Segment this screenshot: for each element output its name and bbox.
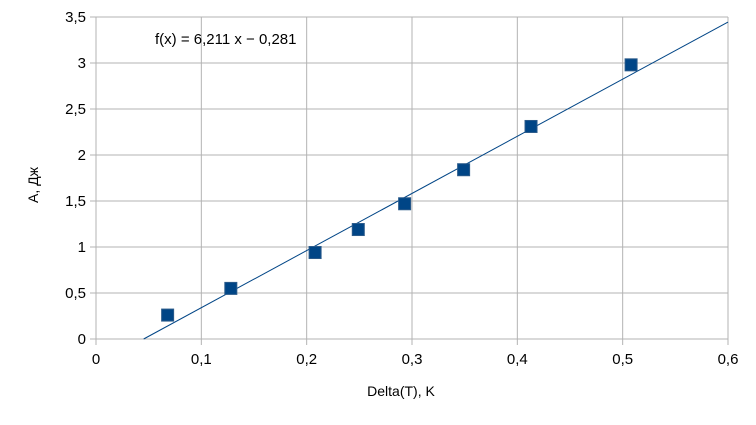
y-tick-label: 2,5 xyxy=(65,101,86,118)
data-point xyxy=(161,308,175,322)
y-tick-label: 0 xyxy=(78,331,86,348)
trendline xyxy=(143,21,729,340)
grid-lines xyxy=(90,16,729,345)
x-tick-label: 0,6 xyxy=(718,351,739,368)
x-tick-label: 0,3 xyxy=(402,351,423,368)
data-point xyxy=(524,119,538,133)
y-tick-label: 3,5 xyxy=(65,9,86,26)
data-point xyxy=(398,197,412,211)
y-tick-label: 3 xyxy=(78,55,86,72)
x-tick-labels: 0 0,1 0,2 0,3 0,4 0,5 0,6 xyxy=(92,351,739,368)
x-tick-label: 0,2 xyxy=(296,351,317,368)
x-tick-label: 0 xyxy=(92,351,100,368)
data-points xyxy=(161,58,638,322)
x-tick-label: 0,5 xyxy=(612,351,633,368)
data-point xyxy=(308,246,322,260)
y-tick-labels: 0 0,5 1 1,5 2 2,5 3 3,5 xyxy=(65,9,86,348)
y-tick-label: 0,5 xyxy=(65,285,86,302)
y-tick-label: 1 xyxy=(78,239,86,256)
x-tick-label: 0,1 xyxy=(191,351,212,368)
data-point xyxy=(624,58,638,72)
y-axis-label: A, Дж xyxy=(25,166,41,203)
data-point xyxy=(457,163,471,177)
x-tick-label: 0,4 xyxy=(507,351,528,368)
x-axis-label: Delta(T), K xyxy=(367,383,435,399)
y-tick-label: 2 xyxy=(78,147,86,164)
y-tick-label: 1,5 xyxy=(65,193,86,210)
data-point xyxy=(224,281,238,295)
data-point xyxy=(351,223,365,237)
trendline-equation: f(x) = 6,211 x − 0,281 xyxy=(155,31,296,48)
